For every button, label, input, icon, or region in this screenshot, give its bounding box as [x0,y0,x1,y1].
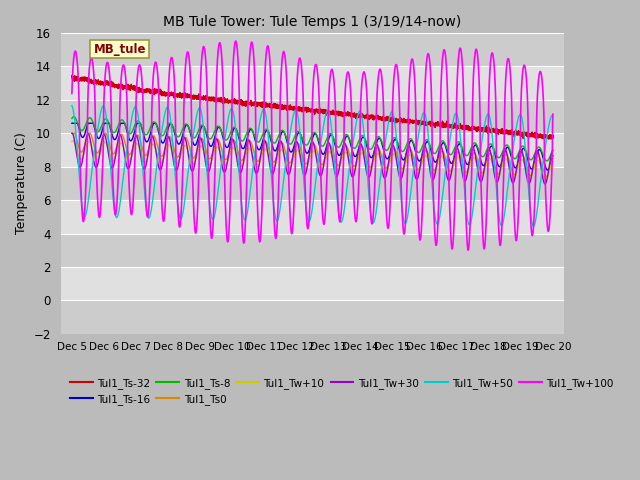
Bar [61,100,564,133]
Text: MB_tule: MB_tule [93,43,146,56]
Bar [61,133,564,167]
Legend: Tul1_Ts-32, Tul1_Ts-16, Tul1_Ts-8, Tul1_Ts0, Tul1_Tw+10, Tul1_Tw+30, Tul1_Tw+50,: Tul1_Ts-32, Tul1_Ts-16, Tul1_Ts-8, Tul1_… [66,374,618,409]
Bar [61,267,564,300]
Title: MB Tule Tower: Tule Temps 1 (3/19/14-now): MB Tule Tower: Tule Temps 1 (3/19/14-now… [163,15,461,29]
Bar [61,200,564,234]
Bar [61,33,564,66]
Bar [61,66,564,100]
Bar [61,167,564,200]
Bar [61,234,564,267]
Y-axis label: Temperature (C): Temperature (C) [15,132,28,234]
Bar [61,300,564,334]
